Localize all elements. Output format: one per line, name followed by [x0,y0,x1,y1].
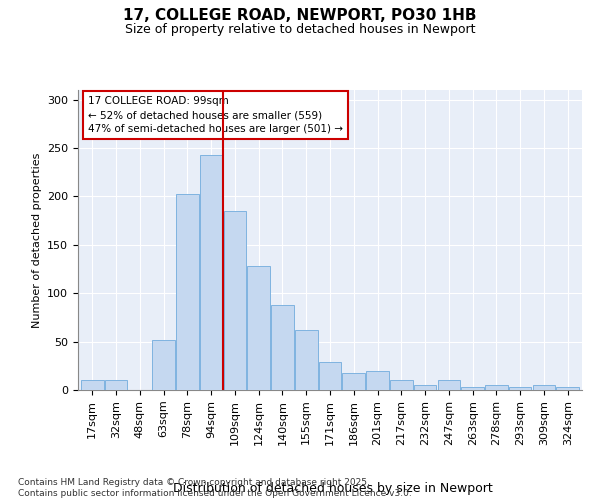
Text: Size of property relative to detached houses in Newport: Size of property relative to detached ho… [125,22,475,36]
Text: Distribution of detached houses by size in Newport: Distribution of detached houses by size … [173,482,493,495]
Bar [271,305,294,390]
Bar [81,380,104,390]
Bar [319,362,341,390]
Bar [176,194,199,390]
Text: Contains HM Land Registry data © Crown copyright and database right 2025.
Contai: Contains HM Land Registry data © Crown c… [18,478,412,498]
Bar [533,385,555,390]
Bar [152,340,175,390]
Bar [200,155,223,390]
Bar [224,211,246,390]
Y-axis label: Number of detached properties: Number of detached properties [32,152,41,328]
Text: 17, COLLEGE ROAD, NEWPORT, PO30 1HB: 17, COLLEGE ROAD, NEWPORT, PO30 1HB [123,8,477,22]
Bar [556,387,579,390]
Bar [437,380,460,390]
Bar [485,385,508,390]
Bar [366,370,389,390]
Bar [509,387,532,390]
Bar [295,330,317,390]
Text: 17 COLLEGE ROAD: 99sqm
← 52% of detached houses are smaller (559)
47% of semi-de: 17 COLLEGE ROAD: 99sqm ← 52% of detached… [88,96,343,134]
Bar [390,380,413,390]
Bar [247,266,270,390]
Bar [105,380,127,390]
Bar [343,372,365,390]
Bar [414,385,436,390]
Bar [461,387,484,390]
